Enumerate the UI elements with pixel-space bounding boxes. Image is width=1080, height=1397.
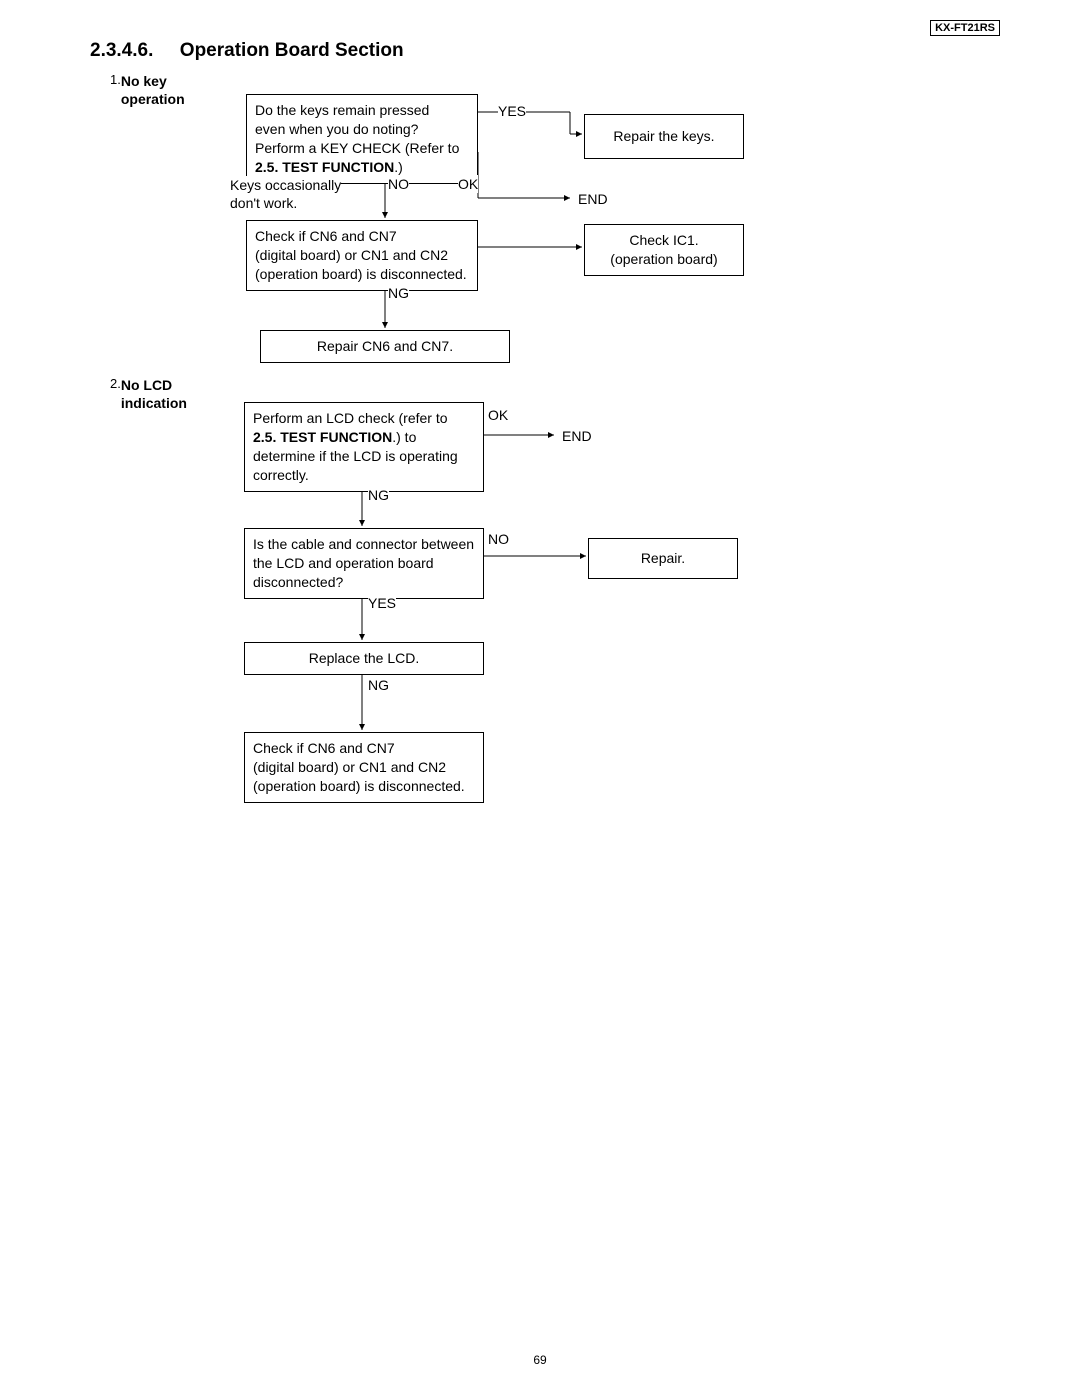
fc1-box-check-cn: Check if CN6 and CN7 (digital board) or …: [246, 220, 478, 291]
fc1-boxD-l2: (operation board): [593, 250, 735, 269]
item1-title: No key operation: [121, 72, 185, 108]
item1-heading: 1. No key operation: [110, 72, 121, 87]
fc2-box-repair: Repair.: [588, 538, 738, 579]
fc1-side-l1: Keys occasionally: [230, 176, 341, 194]
fc2-boxA-l2a: 2.5. TEST FUNCTION: [253, 429, 392, 445]
fc1-label-ok: OK: [458, 175, 478, 193]
fc1-box-check-ic1: Check IC1. (operation board): [584, 224, 744, 276]
fc1-boxA-l3: Perform a KEY CHECK (Refer to: [255, 139, 469, 158]
fc2-boxB-l2: the LCD and operation board: [253, 554, 475, 573]
item2-title: No LCD indication: [121, 376, 187, 412]
fc1-box-repairkeys: Repair the keys.: [584, 114, 744, 159]
fc1-boxC-l3: (operation board) is disconnected.: [255, 265, 469, 284]
fc1-side-label: Keys occasionally don't work.: [230, 176, 341, 212]
item2-number: 2.: [110, 376, 121, 391]
model-badge: KX-FT21RS: [930, 20, 1000, 36]
fc2-boxA-l3: determine if the LCD is operating: [253, 447, 475, 466]
fc2-label-ng: NG: [368, 486, 389, 504]
fc2-boxE-l3: (operation board) is disconnected.: [253, 777, 475, 796]
fc1-boxC-l1: Check if CN6 and CN7: [255, 227, 469, 246]
section-number: 2.3.4.6.: [90, 40, 153, 61]
fc1-boxA-l2: even when you do noting?: [255, 120, 469, 139]
fc1-side-l2: don't work.: [230, 194, 341, 212]
fc1-box-repair-cn: Repair CN6 and CN7.: [260, 330, 510, 363]
flowchart-2: Perform an LCD check (refer to 2.5. TEST…: [244, 400, 804, 810]
fc1-end: END: [578, 190, 608, 208]
fc1-boxC-l2: (digital board) or CN1 and CN2: [255, 246, 469, 265]
fc2-boxA-l1: Perform an LCD check (refer to: [253, 409, 475, 428]
fc2-boxA-l2-wrap: 2.5. TEST FUNCTION.) to: [253, 428, 475, 447]
fc2-label-yes: YES: [368, 594, 396, 612]
fc2-boxB-l1: Is the cable and connector between: [253, 535, 475, 554]
fc2-boxE-l2: (digital board) or CN1 and CN2: [253, 758, 475, 777]
fc1-boxA-l1: Do the keys remain pressed: [255, 101, 469, 120]
section-title-text: Operation Board Section: [180, 40, 404, 61]
item2-heading: 2. No LCD indication: [110, 376, 121, 391]
fc2-label-no: NO: [488, 530, 509, 548]
fc2-box-replace-lcd: Replace the LCD.: [244, 642, 484, 675]
fc2-boxB-l3: disconnected?: [253, 573, 475, 592]
fc2-boxE-l1: Check if CN6 and CN7: [253, 739, 475, 758]
fc2-boxA-l4: correctly.: [253, 466, 475, 485]
item1-number: 1.: [110, 72, 121, 87]
fc1-box-keycheck: Do the keys remain pressed even when you…: [246, 94, 478, 184]
fc1-boxA-l4: 2.5. TEST FUNCTION: [255, 159, 394, 175]
fc2-label-ng2: NG: [368, 676, 389, 694]
fc1-label-yes: YES: [498, 102, 526, 120]
fc1-label-no: NO: [388, 175, 409, 193]
fc2-label-ok: OK: [488, 406, 508, 424]
section-heading: 2.3.4.6. Operation Board Section: [90, 40, 404, 62]
fc1-boxD-l1: Check IC1.: [593, 231, 735, 250]
fc2-box-lcdcheck: Perform an LCD check (refer to 2.5. TEST…: [244, 402, 484, 492]
flowchart-1: Do the keys remain pressed even when you…: [230, 92, 790, 362]
fc2-box-cable: Is the cable and connector between the L…: [244, 528, 484, 599]
fc2-end: END: [562, 427, 592, 445]
fc1-boxA-l4-wrap: 2.5. TEST FUNCTION.): [255, 158, 469, 177]
fc2-boxA-l2b: .) to: [392, 429, 416, 445]
fc2-box-check-cn: Check if CN6 and CN7 (digital board) or …: [244, 732, 484, 803]
page-number: 69: [0, 1353, 1080, 1367]
fc1-boxA-l4t: .): [394, 159, 403, 175]
fc1-label-ng: NG: [388, 284, 409, 302]
